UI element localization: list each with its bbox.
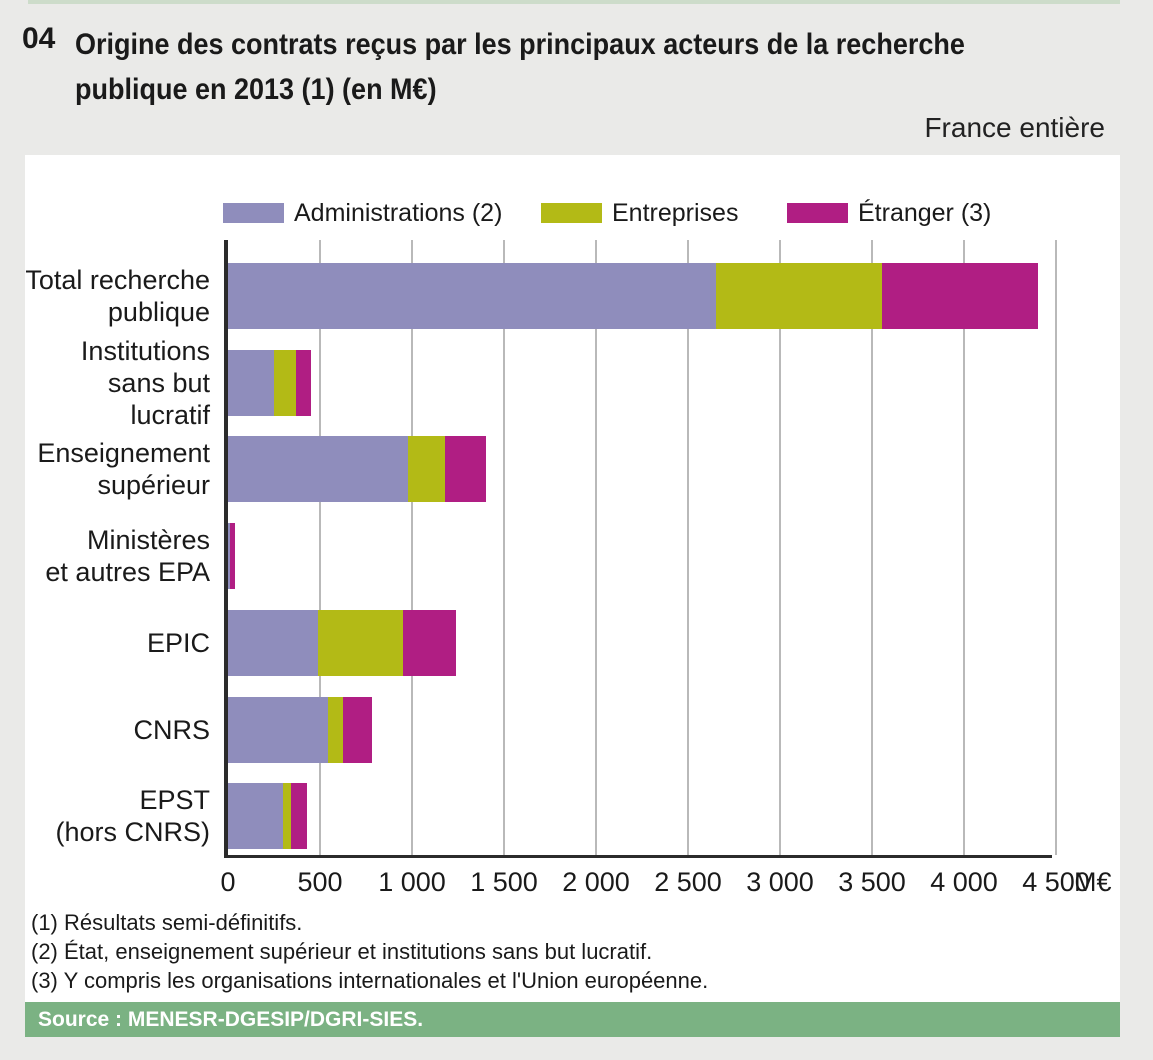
category-label-3: Ministères et autres EPA <box>25 523 210 589</box>
legend-label-etranger: Étranger (3) <box>858 198 992 227</box>
gridline-4500 <box>1055 240 1057 855</box>
gridline-2000 <box>595 240 597 855</box>
bar-segment-etranger <box>445 436 486 502</box>
bar-segment-etranger <box>291 783 308 849</box>
bar-segment-etranger <box>296 350 311 416</box>
x-axis-unit-label: M€ <box>1074 867 1112 897</box>
category-label-2: Enseignement supérieur <box>25 436 210 502</box>
footnote-2: (2) État, enseignement supérieur et inst… <box>31 939 653 964</box>
bar-segment-administrations <box>228 610 319 676</box>
bar-segment-entreprises <box>328 697 343 763</box>
gridline-4000 <box>963 240 965 855</box>
bar-segment-entreprises <box>715 263 883 329</box>
x-tick-500: 500 <box>297 867 343 897</box>
category-label-line: CNRS <box>133 715 210 745</box>
bar-segment-etranger <box>882 263 1038 329</box>
legend-swatch-entreprises <box>541 203 602 223</box>
bar-segment-etranger <box>229 523 236 589</box>
bar-segment-administrations <box>228 436 409 502</box>
bar-row-5 <box>228 697 1052 763</box>
x-tick-4000: 4 000 <box>930 867 998 897</box>
bar-segment-entreprises <box>408 436 446 502</box>
legend-item-entreprises: Entreprises <box>541 199 738 227</box>
bar-segment-administrations <box>228 783 284 849</box>
x-tick-0: 0 <box>220 867 236 897</box>
bar-segment-entreprises <box>283 783 292 849</box>
gridline-1500 <box>503 240 505 855</box>
category-label-1: Institutions sans but lucratif <box>25 336 210 430</box>
legend-swatch-etranger <box>787 203 848 223</box>
x-tick-4500: 4 500 <box>1022 867 1090 897</box>
category-label-6: EPST (hors CNRS) <box>25 783 210 849</box>
x-tick-2500: 2 500 <box>654 867 722 897</box>
category-label-line: sans but lucratif <box>107 368 210 430</box>
category-label-line: supérieur <box>97 470 210 500</box>
x-tick-3000: 3 000 <box>746 867 814 897</box>
legend-label-administrations: Administrations (2) <box>294 198 503 227</box>
category-label-line: Ministères <box>86 525 210 555</box>
bar-segment-administrations <box>228 697 329 763</box>
category-label-5: CNRS <box>25 697 210 763</box>
category-label-line: et autres EPA <box>45 557 210 587</box>
bar-segment-entreprises <box>274 350 297 416</box>
x-tick-1000: 1 000 <box>378 867 446 897</box>
legend-item-etranger: Étranger (3) <box>787 199 991 227</box>
source-banner: Source : MENESR-DGESIP/DGRI-SIES. <box>25 1002 1120 1037</box>
figure-title-line1: Origine des contrats reçus par les princ… <box>75 28 965 61</box>
region-label: France entière <box>924 112 1105 143</box>
gridline-3000 <box>779 240 781 855</box>
figure-number: 04 <box>22 22 56 55</box>
category-label-line: Enseignement <box>37 438 210 468</box>
category-label-line: (hors CNRS) <box>55 817 210 847</box>
figure-title: Origine des contrats reçus par les princ… <box>75 22 1029 112</box>
category-label-line: Total recherche <box>25 265 210 295</box>
plot-area <box>224 240 1057 858</box>
legend-swatch-administrations <box>223 203 284 223</box>
top-accent-strip <box>28 0 1120 4</box>
category-label-4: EPIC <box>25 610 210 676</box>
x-tick-1500: 1 500 <box>470 867 538 897</box>
bar-segment-administrations <box>228 263 716 329</box>
gridline-3500 <box>871 240 873 855</box>
bar-row-1 <box>228 350 1052 416</box>
legend-item-administrations: Administrations (2) <box>223 199 502 227</box>
bar-segment-etranger <box>402 610 457 676</box>
figure-title-line2: publique en 2013 (1) (en M€) <box>75 73 437 106</box>
gridline-2500 <box>687 240 689 855</box>
bar-row-3 <box>228 523 1052 589</box>
source-text: Source : MENESR-DGESIP/DGRI-SIES. <box>38 1008 424 1031</box>
category-label-line: publique <box>107 297 210 327</box>
bar-segment-administrations <box>228 350 274 416</box>
category-label-line: Institutions <box>80 336 210 366</box>
gridline-1000 <box>411 240 413 855</box>
bar-segment-administrations <box>228 523 230 589</box>
footnotes: (1) Résultats semi-définitifs. (2) État, … <box>31 908 708 995</box>
legend-label-entreprises: Entreprises <box>612 198 739 227</box>
gridline-500 <box>319 240 321 855</box>
bar-row-2 <box>228 436 1052 502</box>
bar-row-4 <box>228 610 1052 676</box>
bar-segment-entreprises <box>318 610 403 676</box>
chart-panel: Administrations (2) Entreprises Étranger (… <box>25 155 1120 1037</box>
bar-row-0 <box>228 263 1052 329</box>
x-tick-2000: 2 000 <box>562 867 630 897</box>
x-tick-3500: 3 500 <box>838 867 906 897</box>
category-label-line: EPST <box>139 785 210 815</box>
category-label-line: EPIC <box>146 628 210 658</box>
footnote-3: (3) Y compris les organisations internat… <box>31 968 709 993</box>
bar-segment-etranger <box>343 697 372 763</box>
footnote-1: (1) Résultats semi-définitifs. <box>31 910 303 935</box>
bar-row-6 <box>228 783 1052 849</box>
category-label-0: Total recherche publique <box>25 263 210 329</box>
